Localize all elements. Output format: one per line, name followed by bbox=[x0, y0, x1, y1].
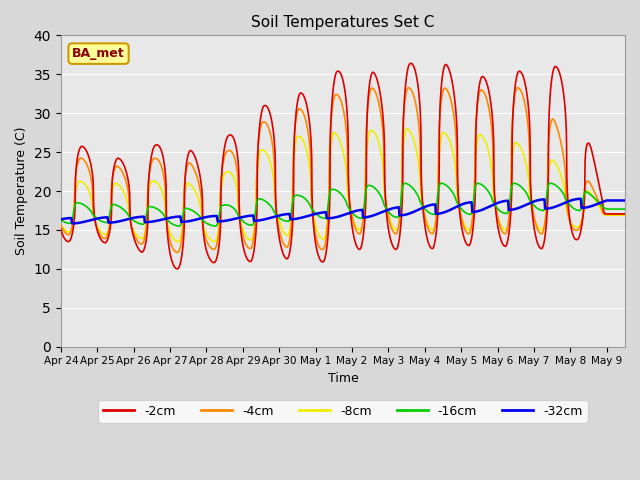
X-axis label: Time: Time bbox=[328, 372, 358, 385]
Text: BA_met: BA_met bbox=[72, 47, 125, 60]
Title: Soil Temperatures Set C: Soil Temperatures Set C bbox=[252, 15, 435, 30]
Y-axis label: Soil Temperature (C): Soil Temperature (C) bbox=[15, 127, 28, 255]
Legend: -2cm, -4cm, -8cm, -16cm, -32cm: -2cm, -4cm, -8cm, -16cm, -32cm bbox=[98, 400, 588, 423]
